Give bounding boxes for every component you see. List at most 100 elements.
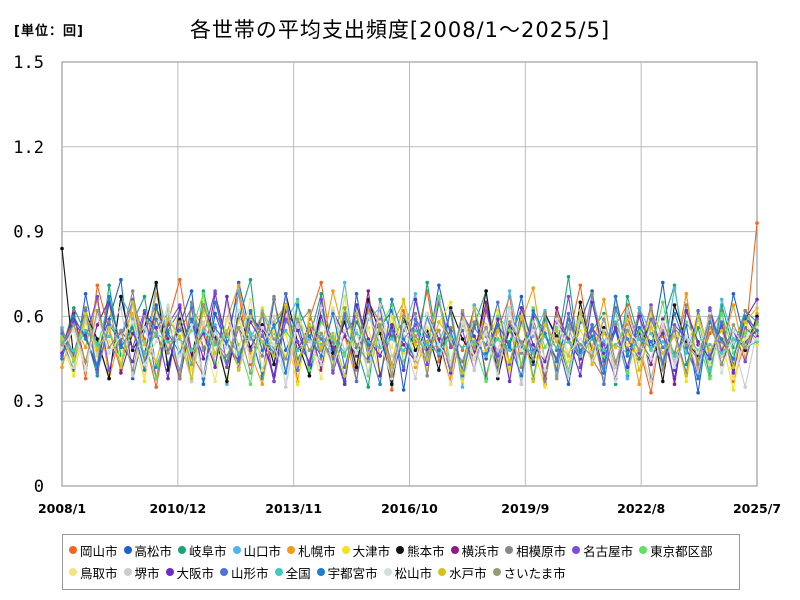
data-point: [213, 300, 217, 305]
data-point: [578, 337, 583, 341]
data-point: [448, 308, 453, 313]
legend-label: 全国: [285, 565, 311, 581]
data-point: [107, 376, 111, 381]
data-point: [413, 317, 418, 322]
legend-marker-icon: [341, 546, 350, 554]
legend-item: 山形市: [220, 561, 269, 583]
data-point: [354, 379, 359, 384]
data-point: [107, 345, 111, 350]
data-point: [649, 362, 653, 367]
data-point: [166, 331, 170, 336]
legend-item: さいたま市: [492, 561, 566, 583]
x-tick-label: 2022/8: [617, 501, 665, 516]
data-point: [672, 382, 677, 387]
data-point: [566, 374, 571, 378]
data-point: [590, 323, 594, 327]
data-point: [83, 311, 88, 316]
data-point: [248, 359, 253, 364]
data-point: [154, 334, 158, 339]
data-point: [425, 334, 430, 339]
data-point: [484, 348, 488, 353]
data-point: [319, 337, 324, 341]
data-point: [213, 289, 217, 293]
data-point: [166, 376, 170, 381]
data-point: [743, 345, 747, 350]
data-point: [95, 342, 100, 347]
data-point: [661, 317, 665, 322]
data-point: [72, 314, 76, 319]
data-point: [201, 376, 206, 381]
legend-label: 鳥取市: [80, 565, 118, 581]
data-point: [684, 351, 689, 355]
data-point: [260, 306, 265, 310]
data-point: [448, 325, 453, 330]
data-point: [496, 354, 500, 358]
data-point: [684, 303, 689, 307]
data-point: [566, 382, 571, 387]
legend-item: 熊本市: [396, 539, 445, 561]
data-point: [130, 289, 135, 293]
x-tick-label: 2025/7: [733, 501, 781, 516]
data-point: [460, 345, 465, 350]
data-point: [319, 314, 324, 319]
legend-item: 岡山市: [69, 539, 118, 561]
data-point: [472, 354, 477, 358]
data-point: [743, 331, 747, 336]
data-point: [95, 374, 100, 378]
data-point: [390, 354, 394, 358]
data-point: [731, 357, 736, 361]
data-point: [484, 379, 488, 384]
legend-marker-icon: [178, 546, 187, 554]
data-point: [260, 311, 265, 316]
legend-item: 鳥取市: [69, 561, 118, 583]
data-point: [543, 311, 547, 316]
data-point: [519, 340, 524, 344]
data-point: [213, 342, 217, 347]
data-point: [566, 275, 571, 279]
data-point: [743, 337, 747, 341]
data-point: [331, 331, 335, 336]
data-point: [413, 376, 418, 381]
data-point: [331, 357, 335, 361]
data-point: [755, 297, 759, 302]
data-point: [684, 292, 689, 296]
data-point: [260, 340, 265, 344]
data-point: [743, 308, 747, 313]
data-point: [566, 340, 571, 344]
data-point: [731, 365, 736, 370]
data-point: [613, 323, 618, 327]
data-point: [437, 283, 441, 288]
data-point: [531, 357, 535, 361]
data-point: [554, 359, 559, 364]
data-point: [602, 325, 606, 330]
data-point: [378, 323, 382, 327]
data-point: [425, 340, 430, 344]
data-point: [225, 354, 229, 358]
legend-marker-icon: [438, 568, 447, 576]
data-point: [378, 317, 382, 322]
data-point: [425, 357, 430, 361]
data-point: [295, 297, 300, 302]
series-group: [60, 221, 759, 395]
data-point: [649, 340, 653, 344]
data-point: [331, 306, 335, 310]
data-point: [519, 306, 524, 310]
data-point: [496, 323, 500, 327]
data-point: [166, 351, 170, 355]
data-point: [189, 376, 194, 381]
data-point: [696, 390, 700, 395]
data-point: [272, 362, 276, 367]
data-point: [60, 342, 64, 347]
data-point: [213, 325, 217, 330]
data-point: [448, 300, 453, 305]
data-point: [130, 359, 135, 364]
series-line: [60, 294, 759, 387]
data-point: [661, 280, 665, 285]
x-tick-label: 2008/1: [38, 501, 86, 516]
data-point: [672, 286, 677, 290]
data-point: [672, 334, 677, 339]
data-point: [342, 382, 347, 387]
data-point: [425, 374, 430, 378]
data-point: [72, 323, 76, 327]
data-point: [60, 365, 64, 370]
